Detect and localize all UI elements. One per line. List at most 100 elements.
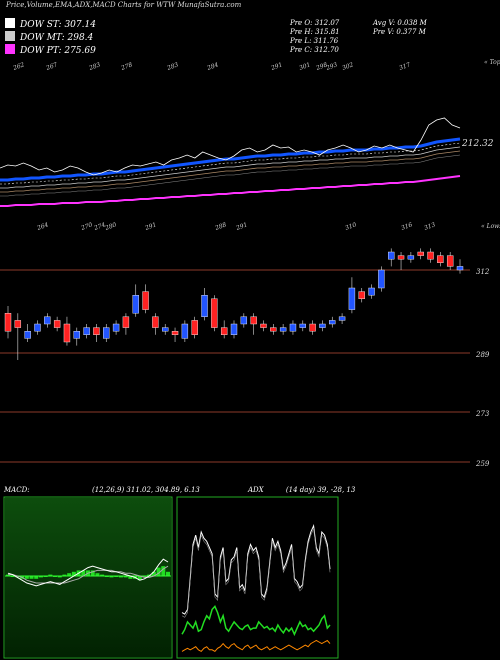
top-tick-label: 283 — [165, 61, 179, 72]
adx-values: ADX (14 day) 39, -28, 13 — [248, 486, 355, 494]
prev-close: Pre C: 312.70 — [290, 46, 339, 54]
adx-values-text: (14 day) 39, -28, 13 — [285, 486, 356, 494]
price-panel: 312 289 273 259 — [0, 248, 490, 468]
ema-annotation: 212.32 — [461, 139, 494, 149]
macd-histogram-bar — [123, 576, 128, 578]
macd-histogram-bar — [147, 574, 152, 576]
ema-line-5 — [0, 154, 461, 197]
candle-body — [220, 327, 228, 336]
candle-body — [427, 251, 434, 260]
adx-panel — [176, 496, 339, 659]
bottom-tick-label: 291 — [143, 221, 157, 232]
candle-body — [44, 316, 51, 325]
prev-high: Pre H: 315.81 — [290, 28, 340, 36]
candle-body — [14, 320, 22, 328]
candle-body — [162, 327, 169, 332]
bottom-tick-label: 274 — [92, 221, 106, 232]
candle-body — [132, 295, 139, 314]
macd-histogram-bar — [48, 574, 53, 576]
candle-body — [446, 255, 454, 267]
bottom-tick-label: 270 — [79, 221, 93, 232]
chart-page-title: Price,Volume,EMA,ADX,MACD Charts for WTW… — [6, 1, 242, 9]
top-tick-label: 267 — [44, 61, 58, 72]
prev-volume: Pre V: 0.377 M — [373, 28, 426, 36]
legend-label-pt: DOW PT: 275.69 — [20, 46, 96, 56]
macd-histogram-bar — [57, 576, 62, 578]
macd-histogram-bar — [100, 574, 105, 576]
ema-st-line — [0, 117, 461, 176]
macd-histogram-bar — [128, 576, 133, 579]
prev-low: Pre L: 311.76 — [290, 37, 339, 45]
top-tick-label: 278 — [119, 61, 133, 72]
legend-swatch-pt — [5, 44, 15, 54]
price-right-label: 312 — [476, 268, 490, 276]
candle-body — [397, 255, 405, 260]
candle-body — [358, 291, 365, 300]
candle-body — [260, 323, 267, 328]
candle-body — [417, 251, 424, 256]
macd-histogram-bar — [34, 576, 39, 579]
bottom-tick-label: 264 — [35, 221, 49, 232]
candle-body — [112, 323, 120, 332]
tops-label: « Tops — [484, 59, 500, 66]
candle-body — [122, 316, 130, 328]
macd-histogram-bar — [6, 574, 10, 576]
bottom-tick-label: 288 — [213, 221, 227, 232]
candle-body — [240, 316, 248, 325]
bottom-tick-label: 313 — [423, 221, 436, 232]
top-tick-label: 284 — [205, 61, 219, 72]
macd-histogram-bar — [62, 574, 67, 576]
macd-histogram-bar — [15, 576, 20, 578]
legend-swatch-mt — [5, 31, 15, 41]
adx-shadow-line — [181, 527, 331, 618]
candle-body — [93, 327, 100, 336]
candle-body — [63, 323, 71, 343]
macd-histogram-bar — [24, 576, 29, 579]
prev-open: Pre O: 312.07 — [290, 19, 340, 27]
candle-body — [348, 287, 356, 310]
macd-histogram-bar — [95, 573, 100, 576]
candle-body — [437, 255, 444, 264]
top-tick-label: 283 — [87, 61, 101, 72]
top-tick-label: 262 — [11, 61, 25, 72]
candle-body — [230, 323, 238, 336]
ema-pt-line — [0, 175, 461, 207]
macd-histogram-bar — [161, 566, 166, 576]
legend-swatch-st — [5, 18, 15, 28]
macd-histogram-bar — [166, 571, 170, 576]
candle-body — [289, 323, 297, 332]
candle-body — [103, 327, 110, 339]
ema-mt-line — [0, 146, 461, 189]
candle-body — [73, 331, 80, 339]
price-right-label: 273 — [475, 410, 490, 418]
candle-body — [53, 320, 61, 328]
bottom-tick-label: 316 — [400, 221, 413, 232]
top-tick-label: 302 — [341, 61, 354, 72]
candle-body — [378, 269, 385, 289]
price-right-label: 289 — [475, 351, 490, 359]
macd-histogram-bar — [142, 576, 147, 578]
macd-histogram-bar — [38, 576, 43, 578]
macd-signal-line — [8, 565, 169, 584]
legend-dow-pt: DOW PT: 275.69 — [5, 44, 96, 56]
candle-body — [270, 327, 277, 332]
bottom-tick-label: 310 — [344, 221, 357, 232]
macd-histogram-bar — [29, 576, 34, 579]
candle-body — [368, 287, 375, 296]
candle-body — [83, 327, 90, 336]
candle-body — [299, 323, 306, 328]
macd-histogram-bar — [90, 570, 95, 576]
bottom-tick-label: 280 — [103, 221, 117, 232]
candle-body — [279, 327, 287, 332]
legend-dow-mt: DOW MT: 298.4 — [5, 31, 93, 43]
candle-body — [152, 316, 159, 328]
adx-di-plus-line — [181, 605, 331, 637]
candle-body — [250, 316, 257, 325]
ema-line-4 — [0, 150, 461, 193]
candle-body — [181, 323, 189, 339]
macd-histogram-bar — [118, 576, 123, 578]
adx-line — [181, 523, 331, 615]
candle-body — [309, 323, 316, 332]
top-tick-label: 317 — [398, 61, 411, 72]
macd-histogram-bar — [156, 567, 161, 576]
